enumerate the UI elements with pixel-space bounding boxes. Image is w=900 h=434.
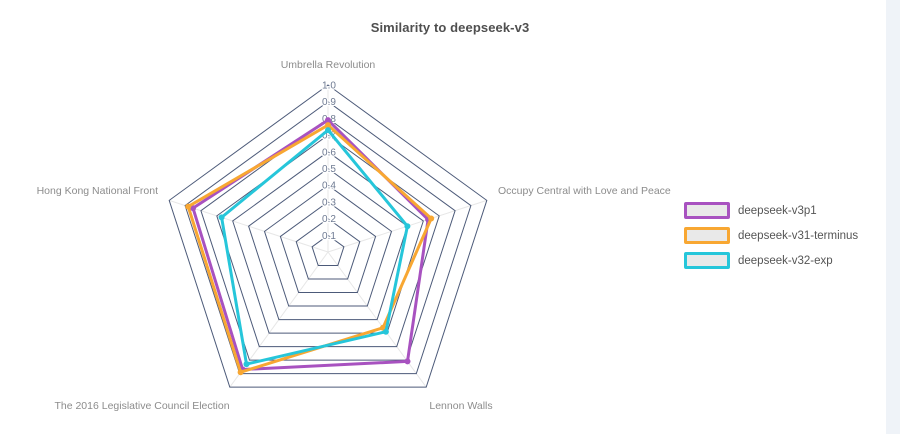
grid-ring — [200, 117, 456, 361]
series-marker-deepseek-v32-exp[interactable] — [218, 214, 225, 221]
radial-tick-label: 1.0 — [322, 81, 336, 92]
series-marker-deepseek-v3p1[interactable] — [325, 117, 331, 124]
grid-ring — [295, 217, 361, 280]
radial-tick-label: 0.2 — [322, 214, 336, 225]
radial-tick-label: 0.6 — [322, 147, 336, 158]
legend-item-deepseek-v3p1[interactable]: deepseek-v3p1 — [684, 198, 858, 223]
axis-label-5: Hong Kong National Front — [37, 185, 158, 197]
series-line-deepseek-v3p1[interactable] — [191, 118, 430, 371]
grid-ring — [311, 234, 345, 266]
legend-swatch — [684, 227, 730, 244]
grid-ring — [263, 184, 393, 307]
radial-tick-label: 0.4 — [322, 181, 336, 192]
series-marker-deepseek-v31-terminus[interactable] — [325, 122, 331, 129]
legend-item-deepseek-v31-terminus[interactable]: deepseek-v31-terminus — [684, 223, 858, 248]
series-line-deepseek-v31-terminus[interactable] — [186, 123, 433, 374]
grid-ring — [184, 101, 472, 375]
series-marker-deepseek-v3p1[interactable] — [404, 358, 411, 365]
axis-label-2: Occupy Central with Love and Peace — [498, 185, 671, 197]
legend-item-label: deepseek-v3p1 — [738, 204, 817, 217]
series-marker-deepseek-v32-exp[interactable] — [404, 223, 411, 230]
series-marker-deepseek-v3p1[interactable] — [190, 205, 196, 212]
radial-tick-label: 0.9 — [322, 97, 336, 108]
series-marker-deepseek-v32-exp[interactable] — [325, 127, 331, 134]
radial-tick-label: 0.1 — [322, 231, 336, 242]
grid-ring — [248, 167, 408, 321]
axis-label-4: The 2016 Legislative Council Election — [54, 400, 229, 412]
series-marker-deepseek-v31-terminus[interactable] — [185, 203, 192, 210]
radial-tick-label: 0.5 — [322, 164, 336, 175]
radial-tick-label: 0.3 — [322, 197, 336, 208]
axis-label-1: Umbrella Revolution — [281, 59, 376, 71]
series-marker-deepseek-v32-exp[interactable] — [382, 328, 389, 335]
series-marker-deepseek-v32-exp[interactable] — [243, 361, 250, 368]
series-marker-deepseek-v31-terminus[interactable] — [428, 215, 435, 222]
chart-title: Similarity to deepseek-v3 — [370, 20, 530, 35]
legend-item-deepseek-v32-exp[interactable]: deepseek-v32-exp — [684, 248, 858, 273]
page-scroll-gutter — [886, 0, 900, 434]
legend-item-label: deepseek-v32-exp — [738, 254, 833, 267]
grid-ring — [279, 201, 377, 293]
series-marker-deepseek-v31-terminus[interactable] — [237, 369, 244, 376]
grid-ring — [232, 151, 424, 334]
grid-ring — [168, 84, 488, 388]
series-line-deepseek-v32-exp[interactable] — [220, 128, 409, 366]
legend-swatch — [684, 252, 730, 269]
legend-swatch — [684, 202, 730, 219]
legend-item-label: deepseek-v31-terminus — [738, 229, 859, 242]
axis-label-3: Lennon Walls — [429, 400, 492, 412]
legend: deepseek-v3p1 deepseek-v31-terminus deepse… — [684, 198, 858, 273]
